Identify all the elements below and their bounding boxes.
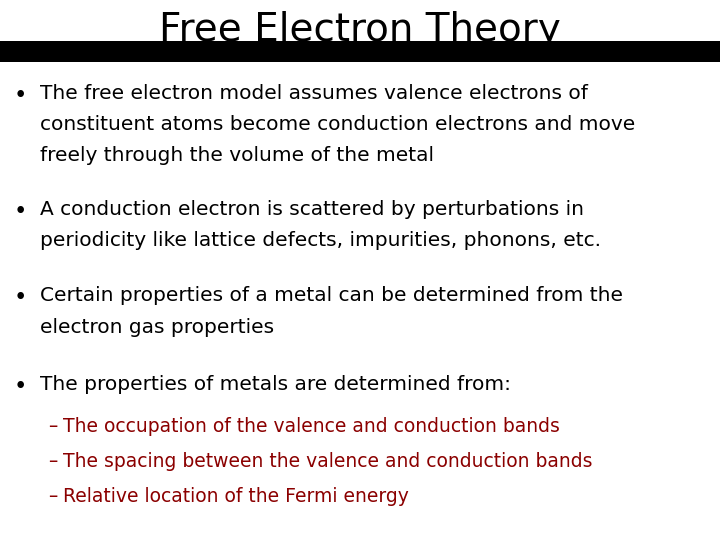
Text: Relative location of the Fermi energy: Relative location of the Fermi energy — [63, 487, 409, 506]
Text: •: • — [14, 375, 27, 399]
Text: constituent atoms become conduction electrons and move: constituent atoms become conduction elec… — [40, 115, 635, 134]
Text: The occupation of the valence and conduction bands: The occupation of the valence and conduc… — [63, 417, 560, 436]
Text: –: – — [48, 452, 57, 471]
Text: Certain properties of a metal can be determined from the: Certain properties of a metal can be det… — [40, 286, 623, 305]
Text: The spacing between the valence and conduction bands: The spacing between the valence and cond… — [63, 452, 593, 471]
Text: The properties of metals are determined from:: The properties of metals are determined … — [40, 375, 510, 394]
Text: electron gas properties: electron gas properties — [40, 318, 274, 336]
Text: A conduction electron is scattered by perturbations in: A conduction electron is scattered by pe… — [40, 200, 584, 219]
Text: •: • — [14, 286, 27, 309]
Text: –: – — [48, 487, 57, 506]
Text: –: – — [48, 417, 57, 436]
FancyBboxPatch shape — [0, 41, 720, 62]
Text: periodicity like lattice defects, impurities, phonons, etc.: periodicity like lattice defects, impuri… — [40, 231, 600, 250]
Text: Free Electron Theory: Free Electron Theory — [159, 11, 561, 49]
Text: The free electron model assumes valence electrons of: The free electron model assumes valence … — [40, 84, 588, 103]
Text: freely through the volume of the metal: freely through the volume of the metal — [40, 146, 433, 165]
Text: •: • — [14, 200, 27, 223]
Text: •: • — [14, 84, 27, 107]
